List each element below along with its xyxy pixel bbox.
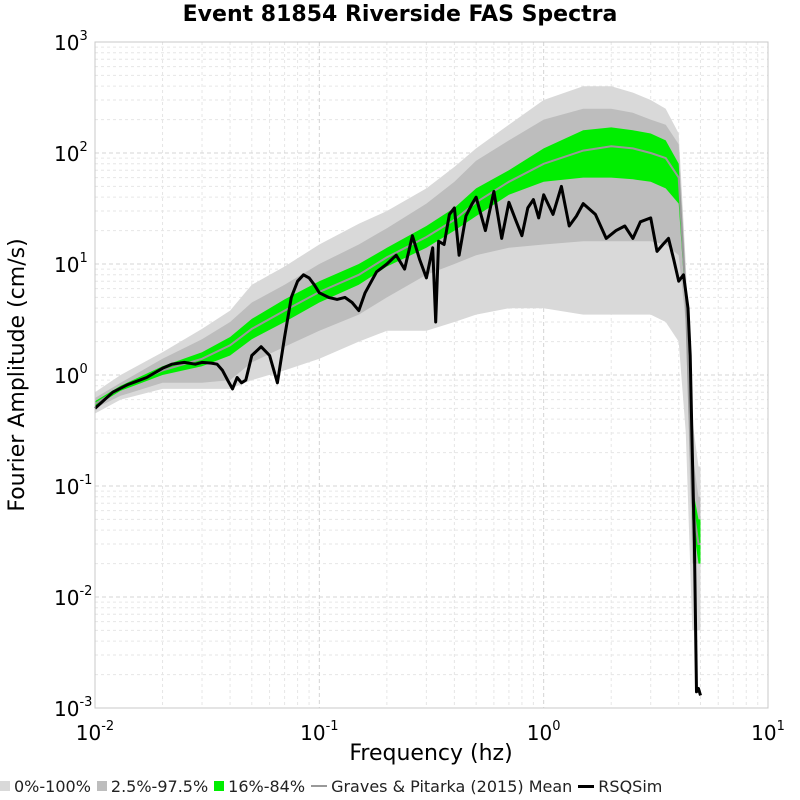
x-tick-label: 101: [751, 719, 785, 745]
x-tick-label: 10-2: [76, 719, 114, 745]
legend-item: 16%-84%: [214, 777, 305, 796]
y-tick-label: 10-3: [54, 695, 92, 721]
legend-swatch-line: [311, 785, 328, 787]
y-tick-label: 102: [54, 140, 88, 166]
legend-label: 0%-100%: [14, 776, 91, 796]
chart-title: Event 81854 Riverside FAS Spectra: [182, 2, 618, 27]
y-tick-label: 101: [54, 251, 88, 277]
plot-frame: [94, 41, 769, 709]
legend-item: 0%-100%: [0, 777, 91, 796]
legend-swatch-box: [96, 781, 107, 791]
y-axis-ticks: 10-3 10-2 10-1 100 101 102 103: [54, 29, 92, 721]
legend-item: 2.5%-97.5%: [96, 776, 209, 796]
band-16-84-: [95, 127, 701, 564]
y-tick-label: 103: [54, 29, 88, 55]
percentile-bands: [95, 86, 701, 631]
legend-label: 2.5%-97.5%: [110, 776, 209, 796]
x-tick-label: 10-1: [300, 719, 338, 745]
y-tick-label: 100: [54, 362, 88, 388]
legend-item: RSQSim: [578, 777, 662, 796]
y-tick-label: 10-2: [54, 584, 92, 610]
legend-swatch-line: [578, 784, 595, 788]
series-lines: [93, 145, 702, 696]
rsqsim-line: [93, 184, 702, 696]
chart-legend: 0%-100% 2.5%-97.5% 16%-84% Graves & Pitarka…: [0, 774, 800, 798]
legend-swatch-box: [0, 781, 10, 791]
legend-item: Graves & Pitarka (2015) Mean: [311, 777, 572, 796]
x-axis-label: Frequency (hz): [349, 741, 512, 766]
legend-swatch-box: [214, 781, 225, 791]
legend-label: Graves & Pitarka (2015) Mean: [331, 776, 573, 796]
legend-label: RSQSim: [598, 776, 663, 796]
band-2-5-97-5-: [95, 108, 701, 564]
y-tick-label: 10-1: [54, 473, 92, 499]
legend-label: 16%-84%: [228, 776, 306, 796]
x-tick-label: 100: [527, 719, 561, 745]
y-axis-label: Fourier Amplitude (cm/s): [5, 238, 30, 511]
